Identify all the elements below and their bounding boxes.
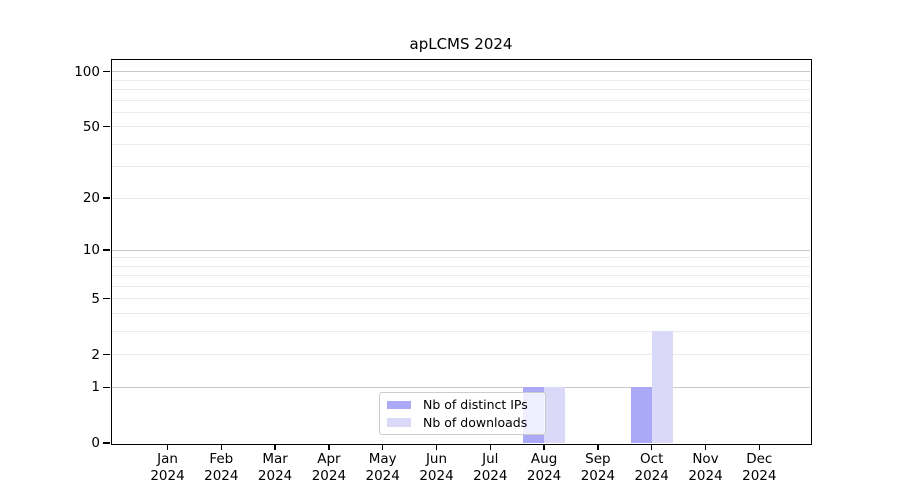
x-tick-year: 2024 bbox=[365, 467, 400, 484]
x-axis-tick-label: Aug 2024 bbox=[512, 451, 576, 484]
y-gridline-minor bbox=[112, 88, 810, 90]
x-axis-tick-label: Oct 2024 bbox=[620, 451, 684, 484]
y-axis-tick bbox=[103, 125, 110, 128]
y-axis-tick-label: 20 bbox=[82, 190, 100, 207]
y-gridline-minor bbox=[112, 111, 810, 113]
plot-frame bbox=[110, 59, 812, 445]
y-gridline-minor bbox=[112, 257, 810, 259]
bar-downloads-aug bbox=[544, 387, 566, 443]
x-tick-year: 2024 bbox=[634, 467, 669, 484]
y-axis-tick bbox=[103, 70, 110, 73]
y-gridline-minor bbox=[112, 285, 810, 287]
y-gridline-minor bbox=[112, 197, 810, 199]
legend-swatch bbox=[387, 400, 411, 409]
y-axis-tick-label: 2 bbox=[91, 346, 100, 363]
x-axis-tick bbox=[704, 444, 707, 450]
y-gridline-minor bbox=[112, 330, 810, 332]
legend-label: Nb of downloads bbox=[423, 414, 528, 430]
x-tick-month: Dec bbox=[746, 451, 773, 467]
x-axis-tick bbox=[382, 444, 384, 450]
chart-title: apLCMS 2024 bbox=[409, 35, 513, 53]
x-axis-tick-label: Mar 2024 bbox=[243, 451, 307, 484]
x-axis-tick bbox=[597, 444, 599, 450]
x-tick-month: Sep bbox=[585, 451, 611, 467]
x-tick-month: May bbox=[368, 451, 397, 467]
x-tick-year: 2024 bbox=[257, 467, 293, 484]
x-tick-year: 2024 bbox=[419, 467, 454, 484]
y-gridline-minor bbox=[112, 99, 810, 101]
x-axis-tick-label: May 2024 bbox=[351, 451, 415, 484]
y-axis-tick-label: 0 bbox=[91, 435, 100, 451]
x-axis-tick-label: Sep 2024 bbox=[566, 451, 630, 484]
x-axis-tick bbox=[543, 444, 545, 450]
x-axis-tick-label: Jan 2024 bbox=[136, 451, 200, 484]
y-axis-tick-label: 10 bbox=[82, 242, 100, 259]
x-tick-year: 2024 bbox=[742, 467, 777, 484]
x-axis-tick-label: Feb 2024 bbox=[189, 451, 253, 484]
legend-swatch bbox=[387, 418, 411, 427]
x-axis-tick bbox=[651, 444, 653, 450]
legend: Nb of distinct IPs Nb of downloads bbox=[379, 392, 546, 435]
x-axis-tick-label: Jun 2024 bbox=[405, 451, 469, 484]
x-axis-tick bbox=[435, 444, 438, 450]
y-gridline-minor bbox=[112, 354, 810, 356]
bar-downloads-oct bbox=[651, 331, 673, 443]
x-tick-month: Nov bbox=[692, 451, 719, 467]
y-axis-tick bbox=[103, 442, 110, 444]
y-gridline-minor bbox=[112, 265, 810, 267]
y-gridline-minor bbox=[112, 275, 810, 277]
x-axis-tick bbox=[220, 444, 222, 450]
y-axis-tick-label: 1 bbox=[91, 379, 100, 396]
x-tick-month: Feb bbox=[209, 451, 234, 467]
x-axis-tick-label: Nov 2024 bbox=[674, 451, 738, 484]
x-tick-year: 2024 bbox=[688, 467, 723, 484]
x-axis-tick bbox=[274, 444, 276, 450]
x-tick-year: 2024 bbox=[526, 467, 562, 484]
x-tick-month: Oct bbox=[640, 451, 664, 467]
y-axis-tick bbox=[103, 249, 110, 251]
x-tick-month: Aug bbox=[530, 451, 558, 467]
y-gridline-minor bbox=[112, 298, 810, 300]
x-tick-year: 2024 bbox=[311, 467, 347, 484]
y-axis-tick bbox=[103, 197, 110, 199]
y-axis-tick bbox=[103, 353, 110, 356]
x-axis-tick bbox=[328, 444, 330, 450]
x-axis-tick bbox=[166, 444, 169, 450]
y-axis-tick bbox=[103, 386, 110, 388]
y-gridline-minor bbox=[112, 312, 810, 314]
y-gridline-major bbox=[112, 386, 810, 388]
x-tick-year: 2024 bbox=[473, 467, 508, 484]
x-tick-year: 2024 bbox=[150, 467, 185, 484]
x-tick-month: Mar bbox=[262, 451, 288, 467]
x-axis-tick bbox=[489, 444, 491, 450]
x-axis-tick bbox=[758, 444, 760, 450]
y-gridline-minor bbox=[112, 126, 810, 128]
y-axis-tick bbox=[103, 298, 110, 300]
x-tick-year: 2024 bbox=[580, 467, 616, 484]
y-gridline-major bbox=[112, 249, 810, 251]
x-axis-tick-label: Jul 2024 bbox=[458, 451, 522, 484]
legend-item: Nb of distinct IPs bbox=[387, 397, 538, 412]
y-gridline-minor bbox=[112, 166, 810, 168]
y-gridline-major bbox=[112, 71, 810, 73]
legend-label: Nb of distinct IPs bbox=[423, 397, 528, 413]
y-axis-tick-label: 50 bbox=[82, 118, 100, 135]
x-axis-tick-label: Dec 2024 bbox=[727, 451, 791, 484]
y-axis-tick-label: 5 bbox=[91, 290, 100, 307]
bar-distinct-ips-oct bbox=[630, 387, 652, 443]
x-tick-month: Jul bbox=[482, 451, 499, 467]
x-tick-month: Jun bbox=[425, 451, 448, 467]
legend-item: Nb of downloads bbox=[387, 415, 538, 430]
y-gridline-minor bbox=[112, 143, 810, 145]
y-gridline-minor bbox=[112, 79, 810, 81]
x-tick-month: Jan bbox=[157, 451, 178, 467]
x-tick-month: Apr bbox=[317, 451, 341, 467]
y-axis-tick-label: 100 bbox=[74, 63, 100, 80]
x-axis-tick-label: Apr 2024 bbox=[297, 451, 361, 484]
x-tick-year: 2024 bbox=[204, 467, 239, 484]
